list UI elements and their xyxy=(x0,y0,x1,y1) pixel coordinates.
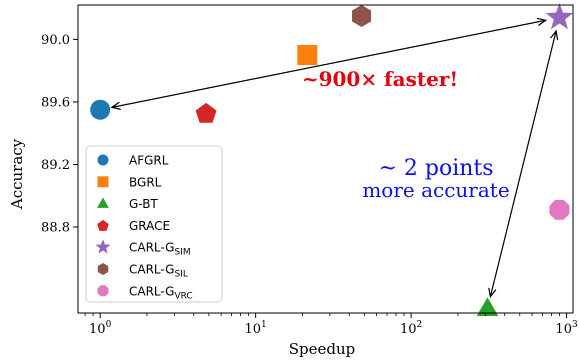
legend-marker-bgrl xyxy=(97,176,109,188)
legend-label-carl-g-sim: CARL-GSIM xyxy=(129,241,191,258)
legend-label-grace: GRACE xyxy=(129,219,170,233)
point-bgrl xyxy=(297,45,318,66)
faster-annotation: ~900× faster! xyxy=(302,67,458,91)
legend-label-carl-g-vrc: CARL-GVRC xyxy=(129,284,193,301)
x-axis-label: Speedup xyxy=(289,340,356,358)
faster-arrow-head-start xyxy=(536,17,548,26)
faster-arrow-line xyxy=(111,19,546,108)
annotation-arrows xyxy=(110,17,559,299)
point-carl-g-sil xyxy=(352,4,372,27)
legend-marker-carl-g-sim xyxy=(95,239,111,254)
x-tick-label: 102 xyxy=(400,320,422,337)
point-carl-g-sim xyxy=(545,3,574,30)
point-afgrl xyxy=(90,99,111,120)
point-carl-g-vrc xyxy=(549,199,570,220)
y-tick-label: 90.0 xyxy=(41,33,70,48)
faster-arrow-head-end xyxy=(110,101,121,110)
x-tick-label: 103 xyxy=(555,320,578,337)
accuracy-annotation-line2: more accurate xyxy=(362,178,509,202)
point-grace xyxy=(195,102,217,123)
accurate-arrow-head-start xyxy=(550,29,559,41)
plot-frame xyxy=(77,4,574,314)
y-axis-label: Accuracy xyxy=(8,138,26,210)
legend-marker-g-bt xyxy=(97,197,109,208)
legend-label-afgrl: AFGRL xyxy=(129,154,169,168)
legend-label-carl-g-sil: CARL-GSIL xyxy=(129,263,188,280)
legend-marker-grace xyxy=(97,219,109,231)
x-tick-label: 101 xyxy=(245,320,267,337)
legend-box xyxy=(85,145,223,303)
accuracy-annotation-line1: ~ 2 points xyxy=(378,156,493,181)
point-g-bt xyxy=(476,297,499,317)
y-tick-label: 89.2 xyxy=(41,158,70,173)
y-axis-ticks: 88.8 89.2 89.6 90.0 xyxy=(41,33,78,236)
x-axis-ticks: 100 101 102 103 xyxy=(84,313,578,337)
accurate-arrow-head-end xyxy=(488,287,497,299)
legend-label-bgrl: BGRL xyxy=(129,175,162,189)
data-points xyxy=(90,3,574,317)
x-tick-label: 100 xyxy=(89,320,112,337)
y-tick-label: 88.8 xyxy=(41,221,70,236)
legend: AFGRL BGRL G-BT GRACE CARL-GSIM CARL-GSIL CARL… xyxy=(85,145,223,303)
legend-marker-afgrl xyxy=(97,154,109,166)
legend-marker-carl-g-vrc xyxy=(97,285,109,297)
legend-label-g-bt: G-BT xyxy=(129,197,158,211)
legend-marker-carl-g-sil xyxy=(97,262,109,276)
y-tick-label: 89.6 xyxy=(41,95,70,110)
accurate-arrow-line xyxy=(489,30,557,297)
